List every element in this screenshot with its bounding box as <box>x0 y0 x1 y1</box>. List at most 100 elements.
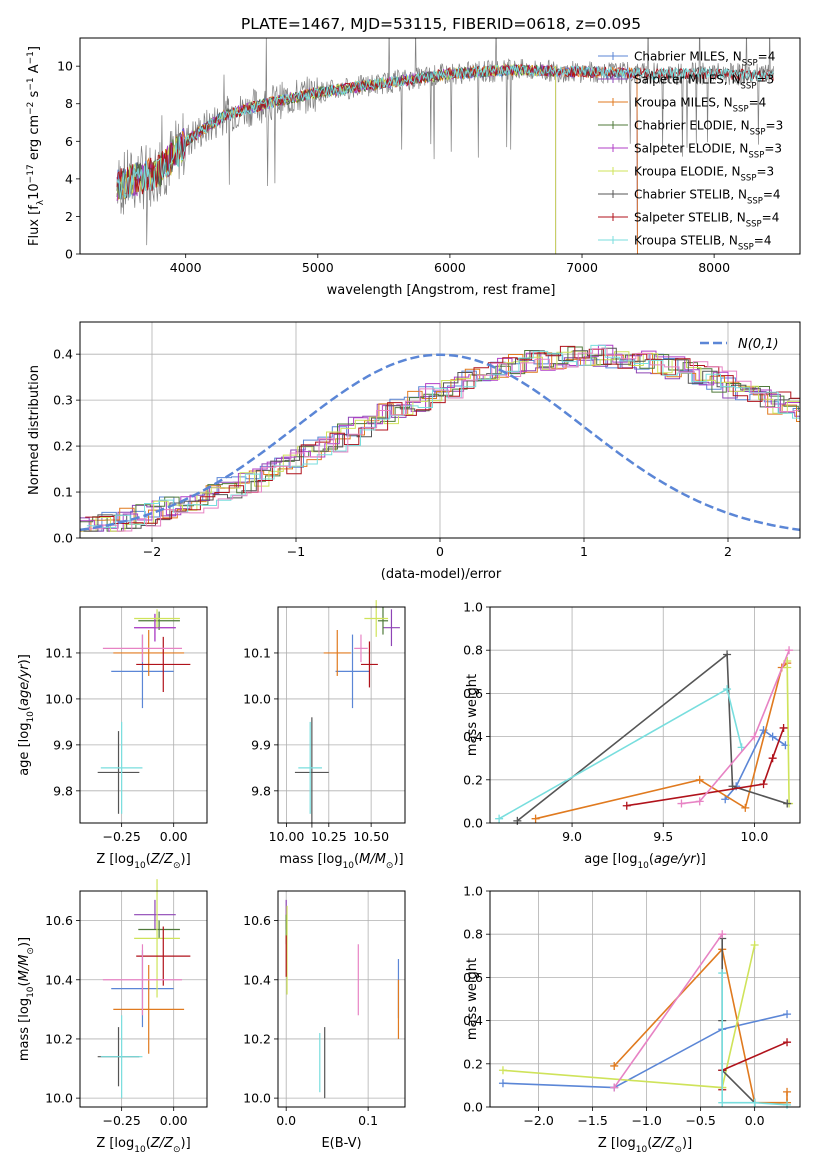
x-tick-label: 10.0 <box>740 829 768 844</box>
spectrum-xlabel: wavelength [Angstrom, rest frame] <box>327 283 556 298</box>
label-part: −1 <box>26 51 36 64</box>
weight-series-line <box>613 933 723 1089</box>
observed-spectrum-line <box>116 38 774 246</box>
histogram-series <box>86 344 800 528</box>
legend-entry: Salpeter MILES, NSSP=3 <box>634 73 774 92</box>
label-part: 10 <box>134 861 146 871</box>
label-part: )] <box>17 937 32 947</box>
x-tick-label: 2 <box>724 544 732 559</box>
y-tick-label: 10.1 <box>243 645 271 660</box>
label-part: ( <box>146 1136 151 1151</box>
y-tick-label: 2 <box>65 209 73 224</box>
spectrum-axes: 4000 5000 6000 7000 8000 0 2 4 6 8 10 Chabrier MILE… <box>26 37 801 298</box>
x-tick-label: 0.00 <box>160 829 188 844</box>
legend-sub: SSP <box>741 82 757 92</box>
legend-entry: Kroupa ELODIE, NSSP=3 <box>634 165 774 184</box>
y-tick-label: 0.3 <box>53 393 73 408</box>
weight-point <box>783 1087 792 1096</box>
legend-name: Salpeter ELODIE, N <box>634 142 748 156</box>
age_vs_z-ylabel: age [log10(age/yr)] <box>17 654 36 776</box>
label-part: −2 <box>26 102 36 115</box>
legend-sub: SSP <box>742 59 758 69</box>
label-part: ( <box>647 1136 652 1151</box>
mass_vs_ebv-axes: 0.0 0.1 10.0 10.2 10.4 10.6 E(B-V) <box>243 890 406 1151</box>
legend-entry: Chabrier ELODIE, NSSP=3 <box>634 119 783 138</box>
y-tick-label: 0.2 <box>53 439 73 454</box>
weight_vs_age-axes: 9.0 9.5 10.0 0.0 0.2 0.4 0.6 0.8 1.0 age [log10(a… <box>463 600 801 871</box>
weight-point <box>759 780 768 789</box>
weight-point <box>783 1100 792 1109</box>
weight-point <box>495 814 504 823</box>
weight-series-line <box>626 727 785 807</box>
y-tick-label: 9.9 <box>53 737 73 752</box>
legend-count: =3 <box>756 73 774 87</box>
y-tick-label: 9.9 <box>251 737 271 752</box>
y-tick-label: 0.8 <box>463 643 483 658</box>
legend-name: Salpeter STELIB, N <box>634 211 746 225</box>
weight-series-line <box>502 1013 788 1089</box>
x-tick-label: 0.0 <box>276 1113 296 1128</box>
y-tick-label: 0 <box>65 247 73 262</box>
label-part: mass [log <box>279 852 342 867</box>
weight-point <box>750 1098 759 1107</box>
x-tick-label: 0.00 <box>160 1113 188 1128</box>
label-part: Z/Z <box>150 852 174 867</box>
label-part: ⊙ <box>173 861 181 871</box>
weight-series-line <box>721 973 788 1106</box>
weight-point <box>783 1038 792 1047</box>
weight-point <box>750 732 759 741</box>
weight-point <box>718 1098 727 1107</box>
label-part: ⊙ <box>26 947 36 955</box>
mass_vs_ebv-errorbars <box>285 899 400 1099</box>
legend-entry: N(0,1) <box>738 337 779 352</box>
x-tick-label: 5000 <box>302 260 334 275</box>
label-part: 10 <box>636 1145 648 1155</box>
label-part: mass [log <box>17 998 32 1061</box>
residuals-frame <box>79 321 801 539</box>
x-tick-label: 9.5 <box>653 829 673 844</box>
model-spectrum-line <box>116 63 638 254</box>
mass_vs_ebv-frame <box>277 890 406 1108</box>
y-tick-label: 8 <box>65 96 73 111</box>
weight-point <box>750 941 759 949</box>
legend-sub: SSP <box>733 105 749 115</box>
mass_vs_z-ylabel: mass [log10(M/M⊙)] <box>17 937 36 1061</box>
x-tick-label: 7000 <box>566 260 598 275</box>
weight-point <box>531 814 540 823</box>
histogram-series <box>88 348 800 532</box>
legend-sub: SSP <box>748 151 764 161</box>
legend-sub: SSP <box>746 220 762 230</box>
legend-entry: Kroupa STELIB, NSSP=4 <box>634 234 772 253</box>
legend-entry: Chabrier MILES, NSSP=4 <box>634 50 775 69</box>
legend-name: Kroupa MILES, N <box>634 96 733 110</box>
label-part: 10 <box>637 861 649 871</box>
label-part: M/M <box>17 955 32 982</box>
label-part: 10 <box>343 861 355 871</box>
normal-curve-line <box>80 353 800 532</box>
y-tick-label: 10.0 <box>243 1091 271 1106</box>
label-part: age [log <box>17 723 32 776</box>
x-tick-label: 6000 <box>434 260 466 275</box>
weight-point <box>783 1010 792 1019</box>
legend-name: Salpeter MILES, N <box>634 73 741 87</box>
weight-series-line <box>502 944 756 1089</box>
x-tick-label: 0.0 <box>745 1113 765 1128</box>
weight_vs_z-xlabel: Z [log10(Z/Z⊙)] <box>598 1136 692 1155</box>
legend-count: =4 <box>749 96 767 110</box>
age_vs_mass-frame <box>277 606 406 824</box>
x-tick-label: 1 <box>580 544 588 559</box>
weight_vs_z-frame <box>489 890 801 1108</box>
label-part: 10 <box>134 1145 146 1155</box>
x-tick-label: 10.25 <box>311 829 347 844</box>
legend-name: Chabrier MILES, N <box>634 50 742 64</box>
label-part: Z/Z <box>651 1136 675 1151</box>
x-tick-label: −1 <box>287 544 305 559</box>
weight-point <box>695 797 704 806</box>
weight_vs_z-ylabel: mass weight <box>465 958 480 1040</box>
x-tick-label: −1.0 <box>631 1113 661 1128</box>
label-part: A <box>27 64 42 77</box>
label-part: E(B-V) <box>321 1136 361 1151</box>
weight-series-line <box>786 660 790 804</box>
